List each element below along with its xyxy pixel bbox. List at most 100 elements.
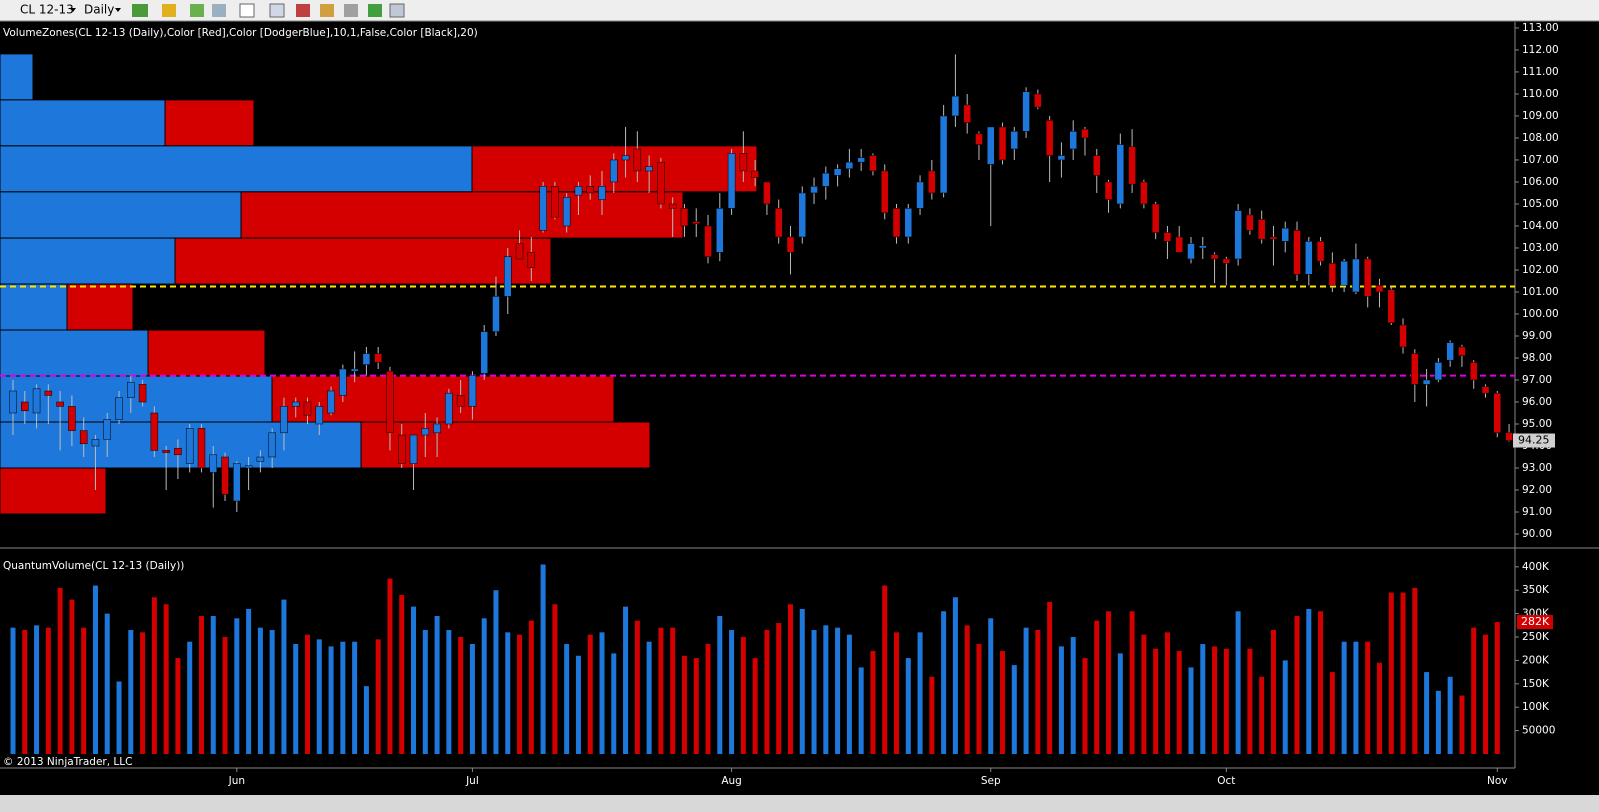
candle-body — [1140, 181, 1148, 205]
volume-bar — [1365, 641, 1371, 755]
volume-bar — [1035, 630, 1041, 755]
dropdown-arrow[interactable] — [115, 8, 121, 12]
y-tick-label: 150K — [1522, 678, 1550, 690]
account-icon[interactable] — [368, 4, 382, 17]
volume-bar — [104, 613, 110, 755]
volume-bar — [1435, 690, 1441, 755]
toolbar-icons — [132, 3, 405, 18]
candle-body — [56, 401, 64, 407]
zone-up — [0, 191, 242, 239]
candle-body — [951, 95, 960, 117]
y-tick-label: 101.00 — [1522, 286, 1559, 298]
candle-body — [657, 161, 665, 205]
zoom-icon[interactable] — [269, 3, 285, 18]
volume-bar — [976, 644, 982, 755]
volume-bar — [328, 646, 334, 755]
candle-body — [1399, 324, 1407, 348]
candle-body — [1199, 245, 1207, 249]
candle-body — [103, 419, 111, 440]
candle-body — [1128, 146, 1136, 185]
candle-body — [1305, 241, 1313, 275]
volume-bar — [1000, 651, 1006, 755]
candle-body — [421, 428, 430, 436]
candle-body — [1411, 353, 1419, 385]
data-box-icon[interactable] — [296, 4, 310, 17]
add-strategy-icon[interactable] — [212, 4, 226, 17]
volume-bar — [952, 597, 958, 755]
properties-icon[interactable] — [320, 4, 334, 17]
y-tick-label: 400K — [1522, 561, 1550, 573]
candle-body — [504, 256, 512, 297]
candle-body — [162, 450, 170, 453]
volume-bar — [1129, 611, 1135, 755]
volume-zones — [0, 53, 1515, 515]
chart-trader-icon[interactable] — [344, 4, 358, 17]
volume-bar — [411, 606, 417, 755]
candle-body — [339, 368, 347, 396]
y-tick-label: 111.00 — [1522, 66, 1559, 78]
candle-body — [445, 392, 453, 425]
volume-bar — [1212, 646, 1218, 755]
zone-down — [66, 283, 134, 331]
volume-bar — [34, 625, 40, 755]
volume-bar — [528, 620, 534, 755]
x-tick-label: Sep — [981, 775, 1001, 787]
candle-body — [963, 104, 971, 123]
volume-bar — [69, 599, 75, 755]
zone-down — [240, 191, 684, 239]
period-selector[interactable]: Daily — [84, 3, 114, 17]
volume-bar — [729, 630, 735, 755]
volume-bar — [1447, 676, 1453, 755]
candle-body — [975, 133, 983, 145]
candle-body — [939, 115, 948, 194]
instrument-selector[interactable]: CL 12-13 — [20, 3, 74, 17]
pointer-icon[interactable] — [239, 3, 255, 18]
volume-bar — [1023, 627, 1029, 755]
candle-body — [704, 225, 712, 258]
volume-bar — [1306, 608, 1312, 755]
zone-up — [0, 329, 149, 377]
volume-bar — [128, 630, 134, 755]
volume-bar — [234, 618, 240, 755]
volume-bar — [1376, 662, 1382, 755]
volume-bar — [1259, 676, 1265, 755]
candle-body — [786, 236, 795, 253]
candle-body — [1434, 362, 1443, 381]
bar-type-icon[interactable] — [132, 4, 148, 17]
volume-bar — [646, 641, 652, 755]
candle-body — [810, 186, 818, 194]
candle-body — [845, 161, 854, 170]
candle-body — [916, 181, 924, 209]
volume-bar — [151, 597, 157, 755]
volume-bar — [434, 615, 440, 755]
candle-body — [610, 159, 618, 183]
candle-body — [492, 296, 500, 332]
volume-bar — [929, 676, 935, 755]
volume-bar — [564, 644, 570, 755]
volume-bar — [481, 618, 487, 755]
candle-body — [869, 155, 877, 172]
layout-icon[interactable] — [389, 3, 405, 18]
candle-body — [79, 430, 88, 445]
candle-body — [138, 384, 147, 403]
candle-body — [1234, 210, 1242, 260]
drawing-tool-icon[interactable] — [162, 4, 176, 17]
dropdown-arrow[interactable] — [70, 8, 76, 12]
candle-body — [1469, 362, 1478, 381]
y-tick-label: 350K — [1522, 584, 1550, 596]
y-tick-label: 99.00 — [1522, 330, 1552, 342]
candle-body — [598, 186, 606, 200]
candle-body — [692, 221, 700, 225]
volume-bar — [375, 639, 381, 755]
candle-body — [409, 434, 418, 464]
volume-bar — [198, 615, 204, 755]
zone-down — [174, 237, 552, 285]
volume-bar — [917, 632, 923, 755]
candle-body — [774, 208, 783, 238]
candle-body — [1281, 227, 1289, 242]
volume-bar — [752, 658, 758, 755]
candle-body — [892, 208, 901, 238]
volume-bar — [1153, 648, 1159, 755]
add-indicator-icon[interactable] — [190, 4, 204, 17]
